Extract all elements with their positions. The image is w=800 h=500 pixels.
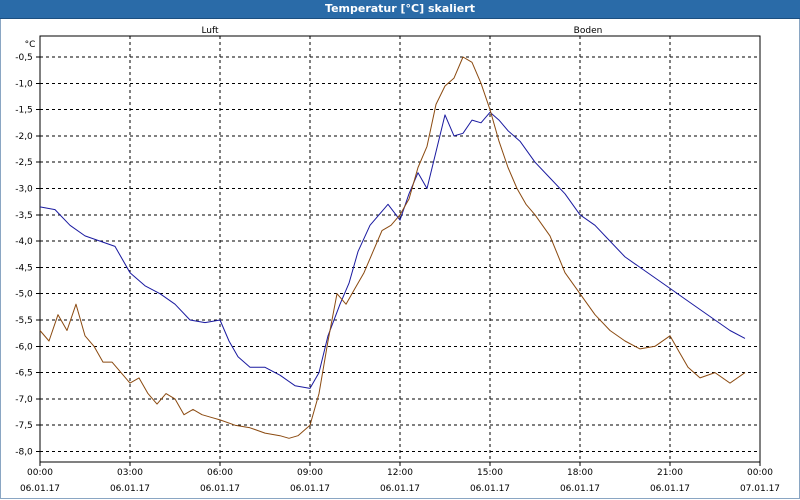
x-tick-time-label: 09:00 xyxy=(297,468,323,478)
window-title: Temperatur [°C] skaliert xyxy=(325,2,475,15)
y-tick-label: -6,0 xyxy=(15,342,33,352)
legend-label-luft: Luft xyxy=(201,26,219,36)
y-tick-label: -3,5 xyxy=(15,211,33,221)
x-tick-time-label: 00:00 xyxy=(747,468,773,478)
series-line-boden xyxy=(39,56,746,439)
x-tick-date-label: 07.01.17 xyxy=(740,484,780,494)
x-tick-time-label: 21:00 xyxy=(657,468,683,478)
x-tick-date-label: 06.01.17 xyxy=(200,484,240,494)
x-tick-date-label: 06.01.17 xyxy=(20,484,60,494)
x-tick-time-label: 00:00 xyxy=(27,468,53,478)
x-tick-date-label: 06.01.17 xyxy=(380,484,420,494)
x-tick-time-label: 15:00 xyxy=(477,468,503,478)
y-tick-label: -4,0 xyxy=(15,237,33,247)
x-tick-date-label: 06.01.17 xyxy=(290,484,330,494)
x-tick-time-label: 03:00 xyxy=(117,468,143,478)
y-tick-label: -4,5 xyxy=(15,263,33,273)
title-bar: Temperatur [°C] skaliert xyxy=(0,0,800,19)
y-tick-label: -6,5 xyxy=(15,369,33,379)
legend-label-boden: Boden xyxy=(574,26,603,36)
y-tick-label: -2,0 xyxy=(15,132,33,142)
y-tick-label: -3,0 xyxy=(15,185,33,195)
x-tick-time-label: 12:00 xyxy=(387,468,413,478)
y-tick-label: -7,0 xyxy=(15,395,33,405)
y-tick-label: -8,0 xyxy=(15,447,33,457)
y-tick-label: -2,5 xyxy=(15,158,33,168)
x-tick-time-label: 18:00 xyxy=(567,468,593,478)
y-tick-label: -5,0 xyxy=(15,290,33,300)
x-tick-date-label: 06.01.17 xyxy=(560,484,600,494)
y-axis-label: °C xyxy=(25,40,36,50)
plot-border xyxy=(39,35,761,463)
y-tick-label: -7,5 xyxy=(15,421,33,431)
y-tick-label: -5,5 xyxy=(15,316,33,326)
x-tick-time-label: 06:00 xyxy=(207,468,233,478)
x-tick-date-label: 06.01.17 xyxy=(650,484,690,494)
y-tick-label: -0,5 xyxy=(15,53,33,63)
y-tick-label: -1,0 xyxy=(15,79,33,89)
x-tick-date-label: 06.01.17 xyxy=(110,484,150,494)
y-tick-label: -1,5 xyxy=(15,106,33,116)
series-line-luft xyxy=(39,111,746,389)
x-tick-date-label: 06.01.17 xyxy=(470,484,510,494)
